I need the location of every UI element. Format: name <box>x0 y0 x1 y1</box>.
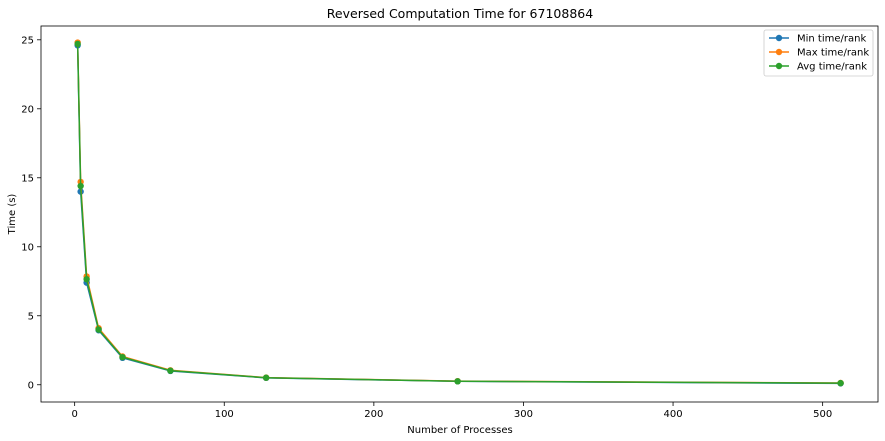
data-point <box>167 367 174 374</box>
data-point <box>95 326 102 333</box>
x-tick-label: 200 <box>364 409 383 420</box>
legend-label: Min time/rank <box>797 34 866 45</box>
legend-item: Max time/rank <box>769 48 869 59</box>
y-tick-label: 5 <box>28 311 34 322</box>
y-axis-ticks: 0 5 10 15 20 25 <box>21 35 41 391</box>
legend-marker <box>775 62 783 70</box>
y-axis-label: Time (s) <box>7 194 18 236</box>
data-point <box>837 379 844 387</box>
chart-title: Reversed Computation Time for 67108864 <box>327 6 593 21</box>
x-tick-label: 0 <box>71 409 77 420</box>
x-tick-label: 500 <box>813 409 832 420</box>
data-point <box>77 182 84 190</box>
x-tick-label: 400 <box>664 409 683 420</box>
data-point <box>74 40 81 48</box>
x-tick-label: 100 <box>215 409 234 420</box>
y-tick-label: 0 <box>28 380 34 391</box>
data-point <box>262 374 270 381</box>
x-axis-ticks: 0 100 200 300 400 500 <box>71 402 832 420</box>
y-tick-label: 25 <box>21 35 34 46</box>
legend-frame <box>763 29 874 77</box>
legend-label: Max time/rank <box>797 48 869 59</box>
y-tick-label: 15 <box>21 173 34 184</box>
data-point <box>119 353 126 361</box>
legend-label: Avg time/rank <box>797 62 867 73</box>
legend: Min time/rank Max time/rank Avg time/rank <box>763 29 874 77</box>
data-point <box>83 275 90 283</box>
data-point <box>454 378 461 385</box>
legend-marker <box>775 34 783 42</box>
x-axis-label: Number of Processes <box>407 425 512 436</box>
legend-marker <box>775 48 783 56</box>
legend-item: Avg time/rank <box>769 62 867 73</box>
y-tick-label: 10 <box>21 242 34 253</box>
x-tick-label: 300 <box>514 409 533 420</box>
series-3 <box>74 40 844 387</box>
series-layer <box>74 39 844 387</box>
y-tick-label: 20 <box>21 104 34 115</box>
plot-area <box>40 25 879 403</box>
legend-item: Min time/rank <box>769 34 866 45</box>
